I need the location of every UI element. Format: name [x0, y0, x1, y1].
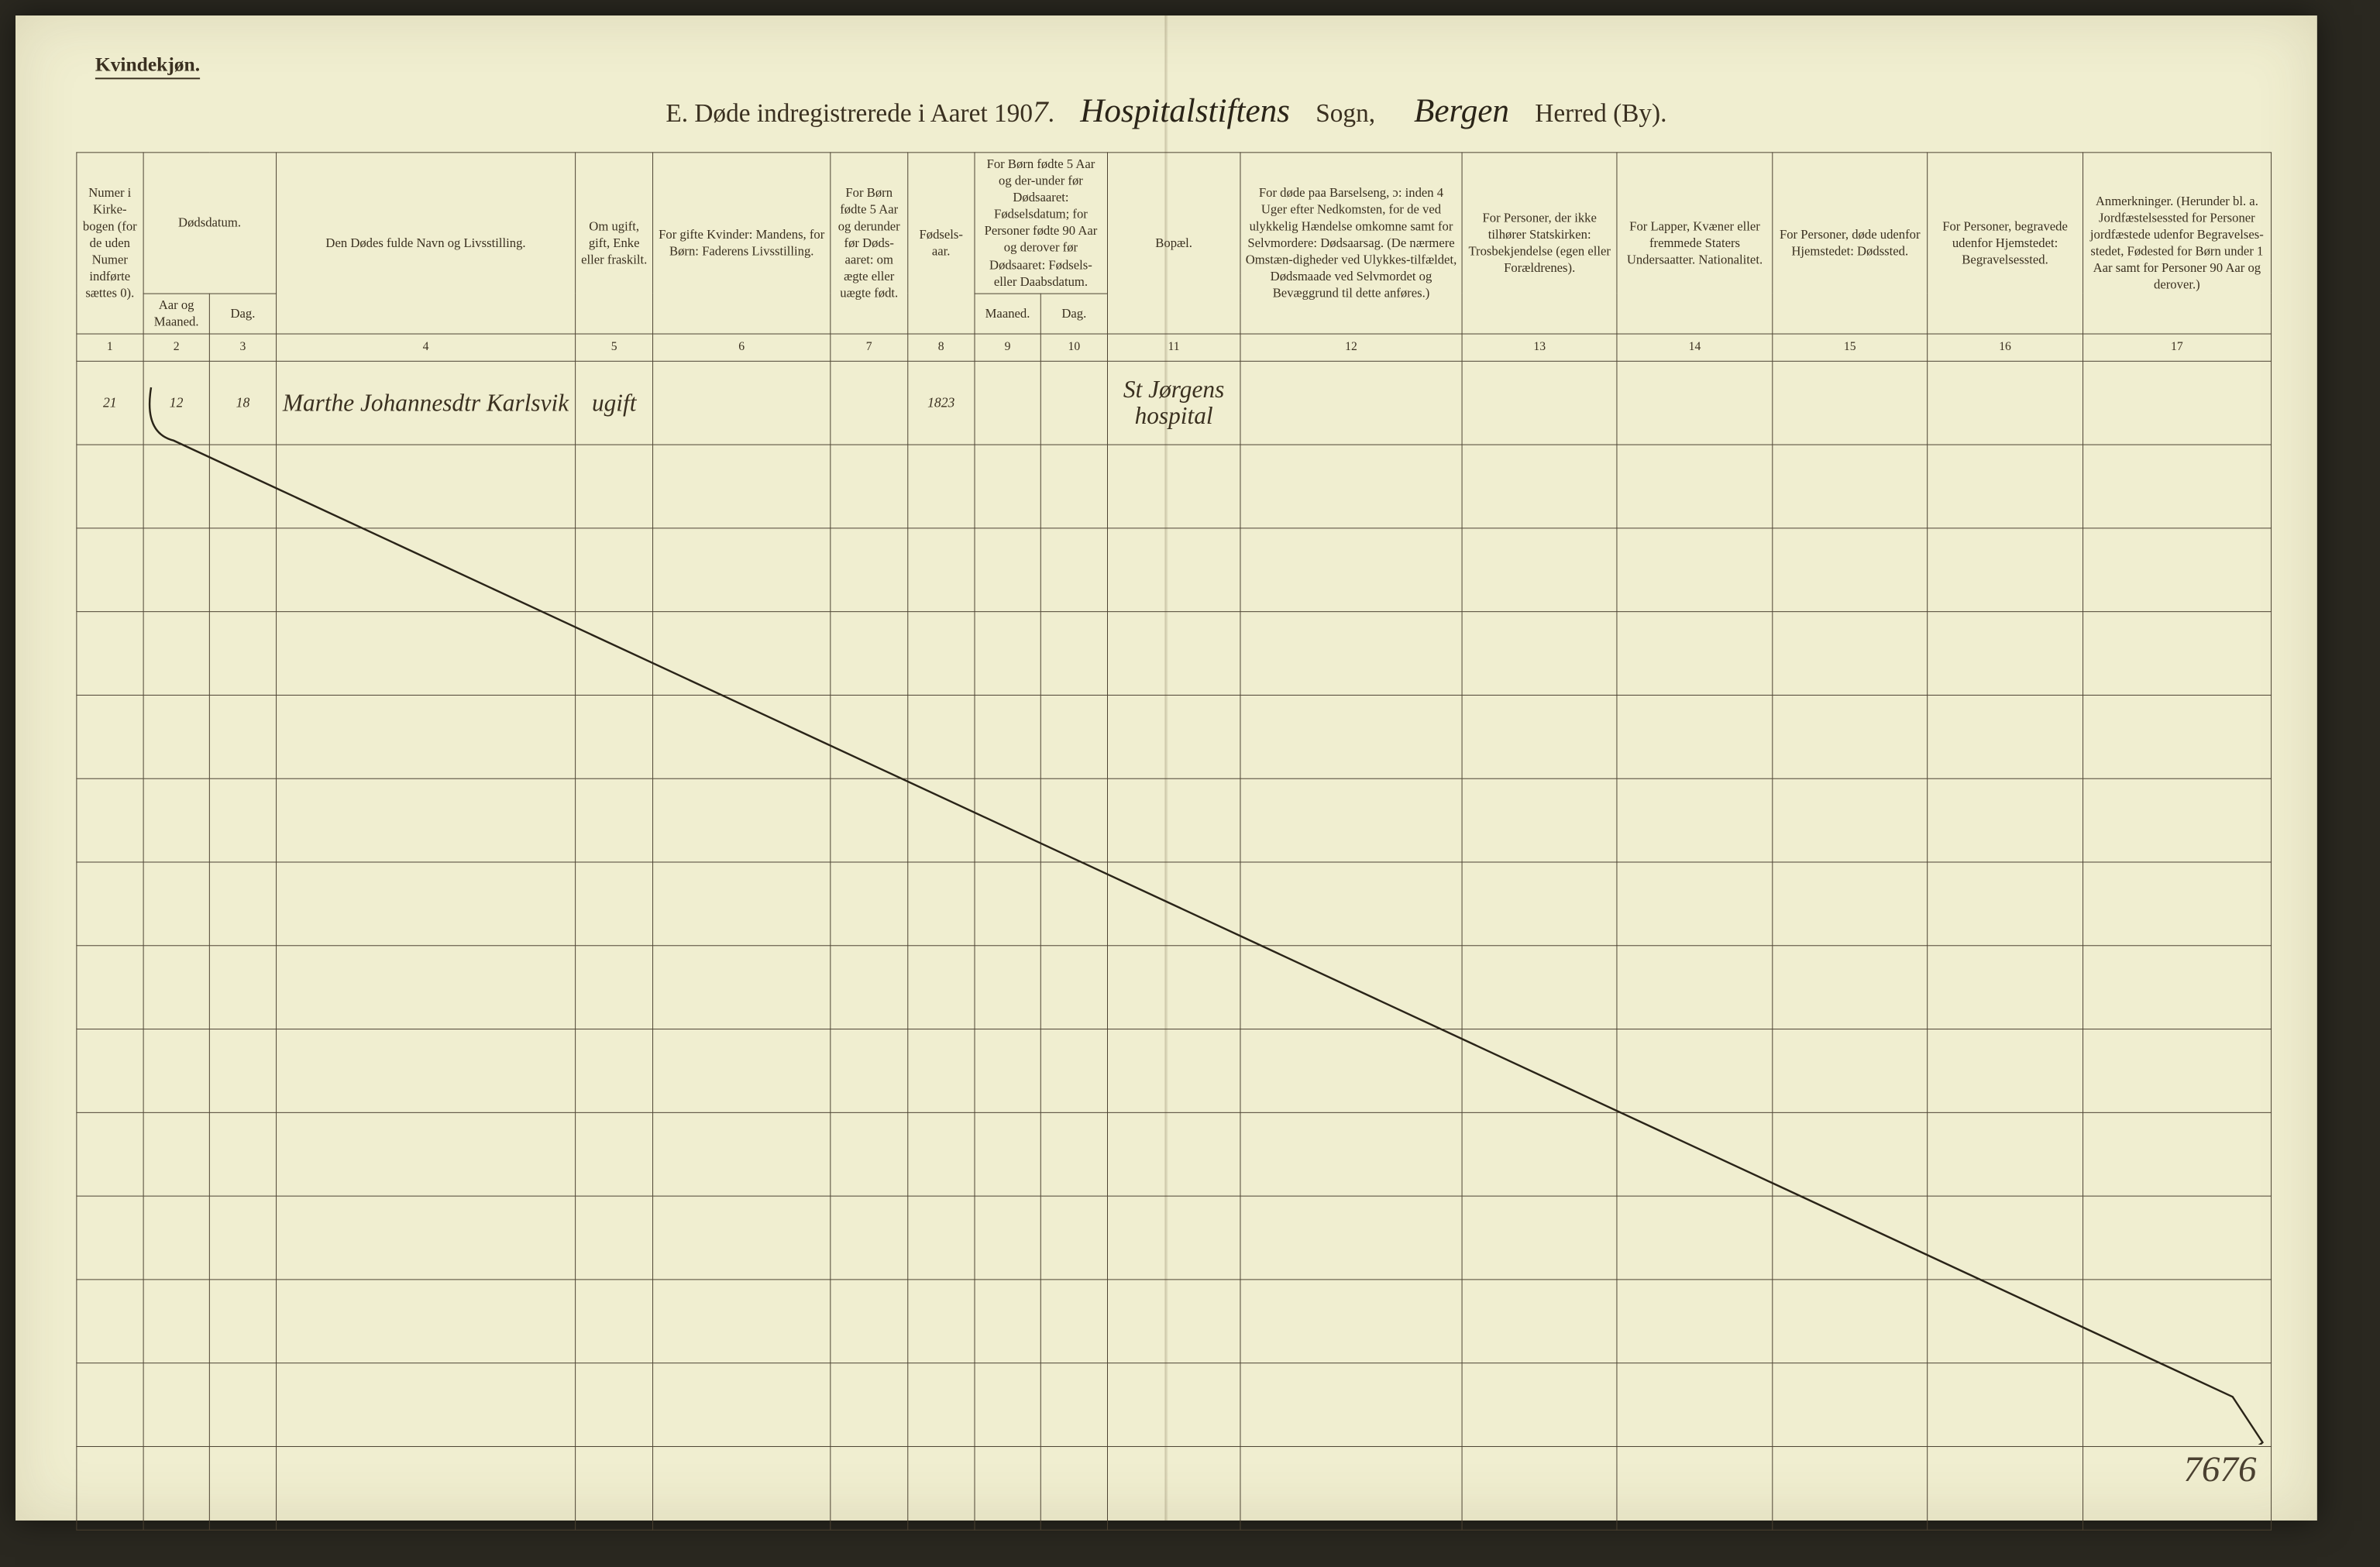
table-row: [77, 1196, 2272, 1280]
col-header-15: For Personer, døde udenfor Hjemstedet: D…: [1773, 153, 1928, 334]
col-header-9-group: For Børn fødte 5 Aar og der-under før Dø…: [975, 153, 1108, 294]
col-header-7: For Børn fødte 5 Aar og derunder før Død…: [831, 153, 908, 334]
colnum-16: 16: [1928, 334, 2082, 361]
colnum-1: 1: [77, 334, 143, 361]
ledger-page: Kvindekjøn. E. Døde indregistrerede i Aa…: [15, 15, 2317, 1521]
cell-name: Marthe Johannesdtr Karlsvik: [276, 361, 575, 445]
cell-bday: [1040, 361, 1107, 445]
table-row: [77, 528, 2272, 612]
sogn-label: Sogn,: [1316, 100, 1375, 128]
table-row: 21 12 18 Marthe Johannesdtr Karlsvik ugi…: [77, 361, 2272, 445]
colnum-4: 4: [276, 334, 575, 361]
colnum-14: 14: [1617, 334, 1772, 361]
table-row: [77, 862, 2272, 946]
cell-residence: St Jørgens hospital: [1107, 361, 1240, 445]
colnum-12: 12: [1240, 334, 1462, 361]
col-header-5: Om ugift, gift, Enke eller fraskilt.: [576, 153, 653, 334]
colnum-17: 17: [2082, 334, 2271, 361]
col-header-2: Aar og Maaned.: [143, 294, 210, 334]
table-body: 21 12 18 Marthe Johannesdtr Karlsvik ugi…: [77, 361, 2272, 1530]
col-header-1: Numer i Kirke-bogen (for de uden Numer i…: [77, 153, 143, 334]
col-header-4: Den Dødes fulde Navn og Livsstilling.: [276, 153, 575, 334]
cell-status: ugift: [576, 361, 653, 445]
colnum-2: 2: [143, 334, 210, 361]
cell-deathplace: [1773, 361, 1928, 445]
page-number: 7676: [2183, 1448, 2256, 1490]
herred-handwritten: Bergen: [1414, 91, 1509, 130]
col-header-11: Bopæl.: [1107, 153, 1240, 334]
table-row: [77, 695, 2272, 778]
table-row: [77, 1280, 2272, 1363]
cell-birthyear: 1823: [908, 361, 975, 445]
colnum-10: 10: [1040, 334, 1107, 361]
cell-bmonth: [975, 361, 1041, 445]
colnum-8: 8: [908, 334, 975, 361]
col-header-2-group: Dødsdatum.: [143, 153, 277, 294]
sogn-handwritten: Hospitalstiftens: [1080, 91, 1290, 130]
col-header-12: For døde paa Barselseng, ɔ: inden 4 Uger…: [1240, 153, 1462, 334]
table-row: [77, 1112, 2272, 1196]
table-row: [77, 1363, 2272, 1447]
cell-legit: [831, 361, 908, 445]
colnum-6: 6: [653, 334, 831, 361]
colnum-3: 3: [210, 334, 277, 361]
year-digit: 7: [1033, 95, 1048, 129]
col-header-6: For gifte Kvinder: Mandens, for Børn: Fa…: [653, 153, 831, 334]
colnum-15: 15: [1773, 334, 1928, 361]
table-row: [77, 1029, 2272, 1112]
cell-month: 12: [143, 361, 210, 445]
col-header-9: Maaned.: [975, 294, 1041, 334]
gender-label: Kvindekjøn.: [95, 53, 200, 79]
col-header-3: Dag.: [210, 294, 277, 334]
table-row: [77, 1446, 2272, 1530]
header-row-1: Numer i Kirke-bogen (for de uden Numer i…: [77, 153, 2272, 294]
cell-cause: [1240, 361, 1462, 445]
col-header-16: For Personer, begravede udenfor Hjemsted…: [1928, 153, 2082, 334]
title-prefix: E. Døde indregistrerede i Aaret 190: [666, 100, 1033, 128]
table-head: Numer i Kirke-bogen (for de uden Numer i…: [77, 153, 2272, 361]
cell-num: 21: [77, 361, 143, 445]
col-header-10: Dag.: [1040, 294, 1107, 334]
cell-day: 18: [210, 361, 277, 445]
colnum-5: 5: [576, 334, 653, 361]
col-header-17: Anmerkninger. (Herunder bl. a. Jordfæste…: [2082, 153, 2271, 334]
cell-remarks: [2082, 361, 2271, 445]
herred-label: Herred (By).: [1535, 100, 1666, 128]
table-row: [77, 445, 2272, 528]
table-row: [77, 946, 2272, 1029]
col-header-13: For Personer, der ikke tilhører Statskir…: [1462, 153, 1617, 334]
cell-faith: [1462, 361, 1617, 445]
table-row: [77, 778, 2272, 862]
cell-burialplace: [1928, 361, 2082, 445]
table-row: [77, 612, 2272, 696]
page-title: E. Døde indregistrerede i Aaret 1907. Ho…: [15, 91, 2317, 130]
cell-nat: [1617, 361, 1772, 445]
colnum-7: 7: [831, 334, 908, 361]
col-header-14: For Lapper, Kvæner eller fremmede Stater…: [1617, 153, 1772, 334]
table-container: Numer i Kirke-bogen (for de uden Numer i…: [76, 152, 2272, 1445]
colnum-13: 13: [1462, 334, 1617, 361]
ledger-table: Numer i Kirke-bogen (for de uden Numer i…: [76, 152, 2272, 1530]
column-number-row: 1 2 3 4 5 6 7 8 9 10 11 12 13 14 15 16 1: [77, 334, 2272, 361]
col-header-8: Fødsels-aar.: [908, 153, 975, 334]
cell-father: [653, 361, 831, 445]
title-dot: .: [1048, 100, 1054, 128]
colnum-11: 11: [1107, 334, 1240, 361]
colnum-9: 9: [975, 334, 1041, 361]
